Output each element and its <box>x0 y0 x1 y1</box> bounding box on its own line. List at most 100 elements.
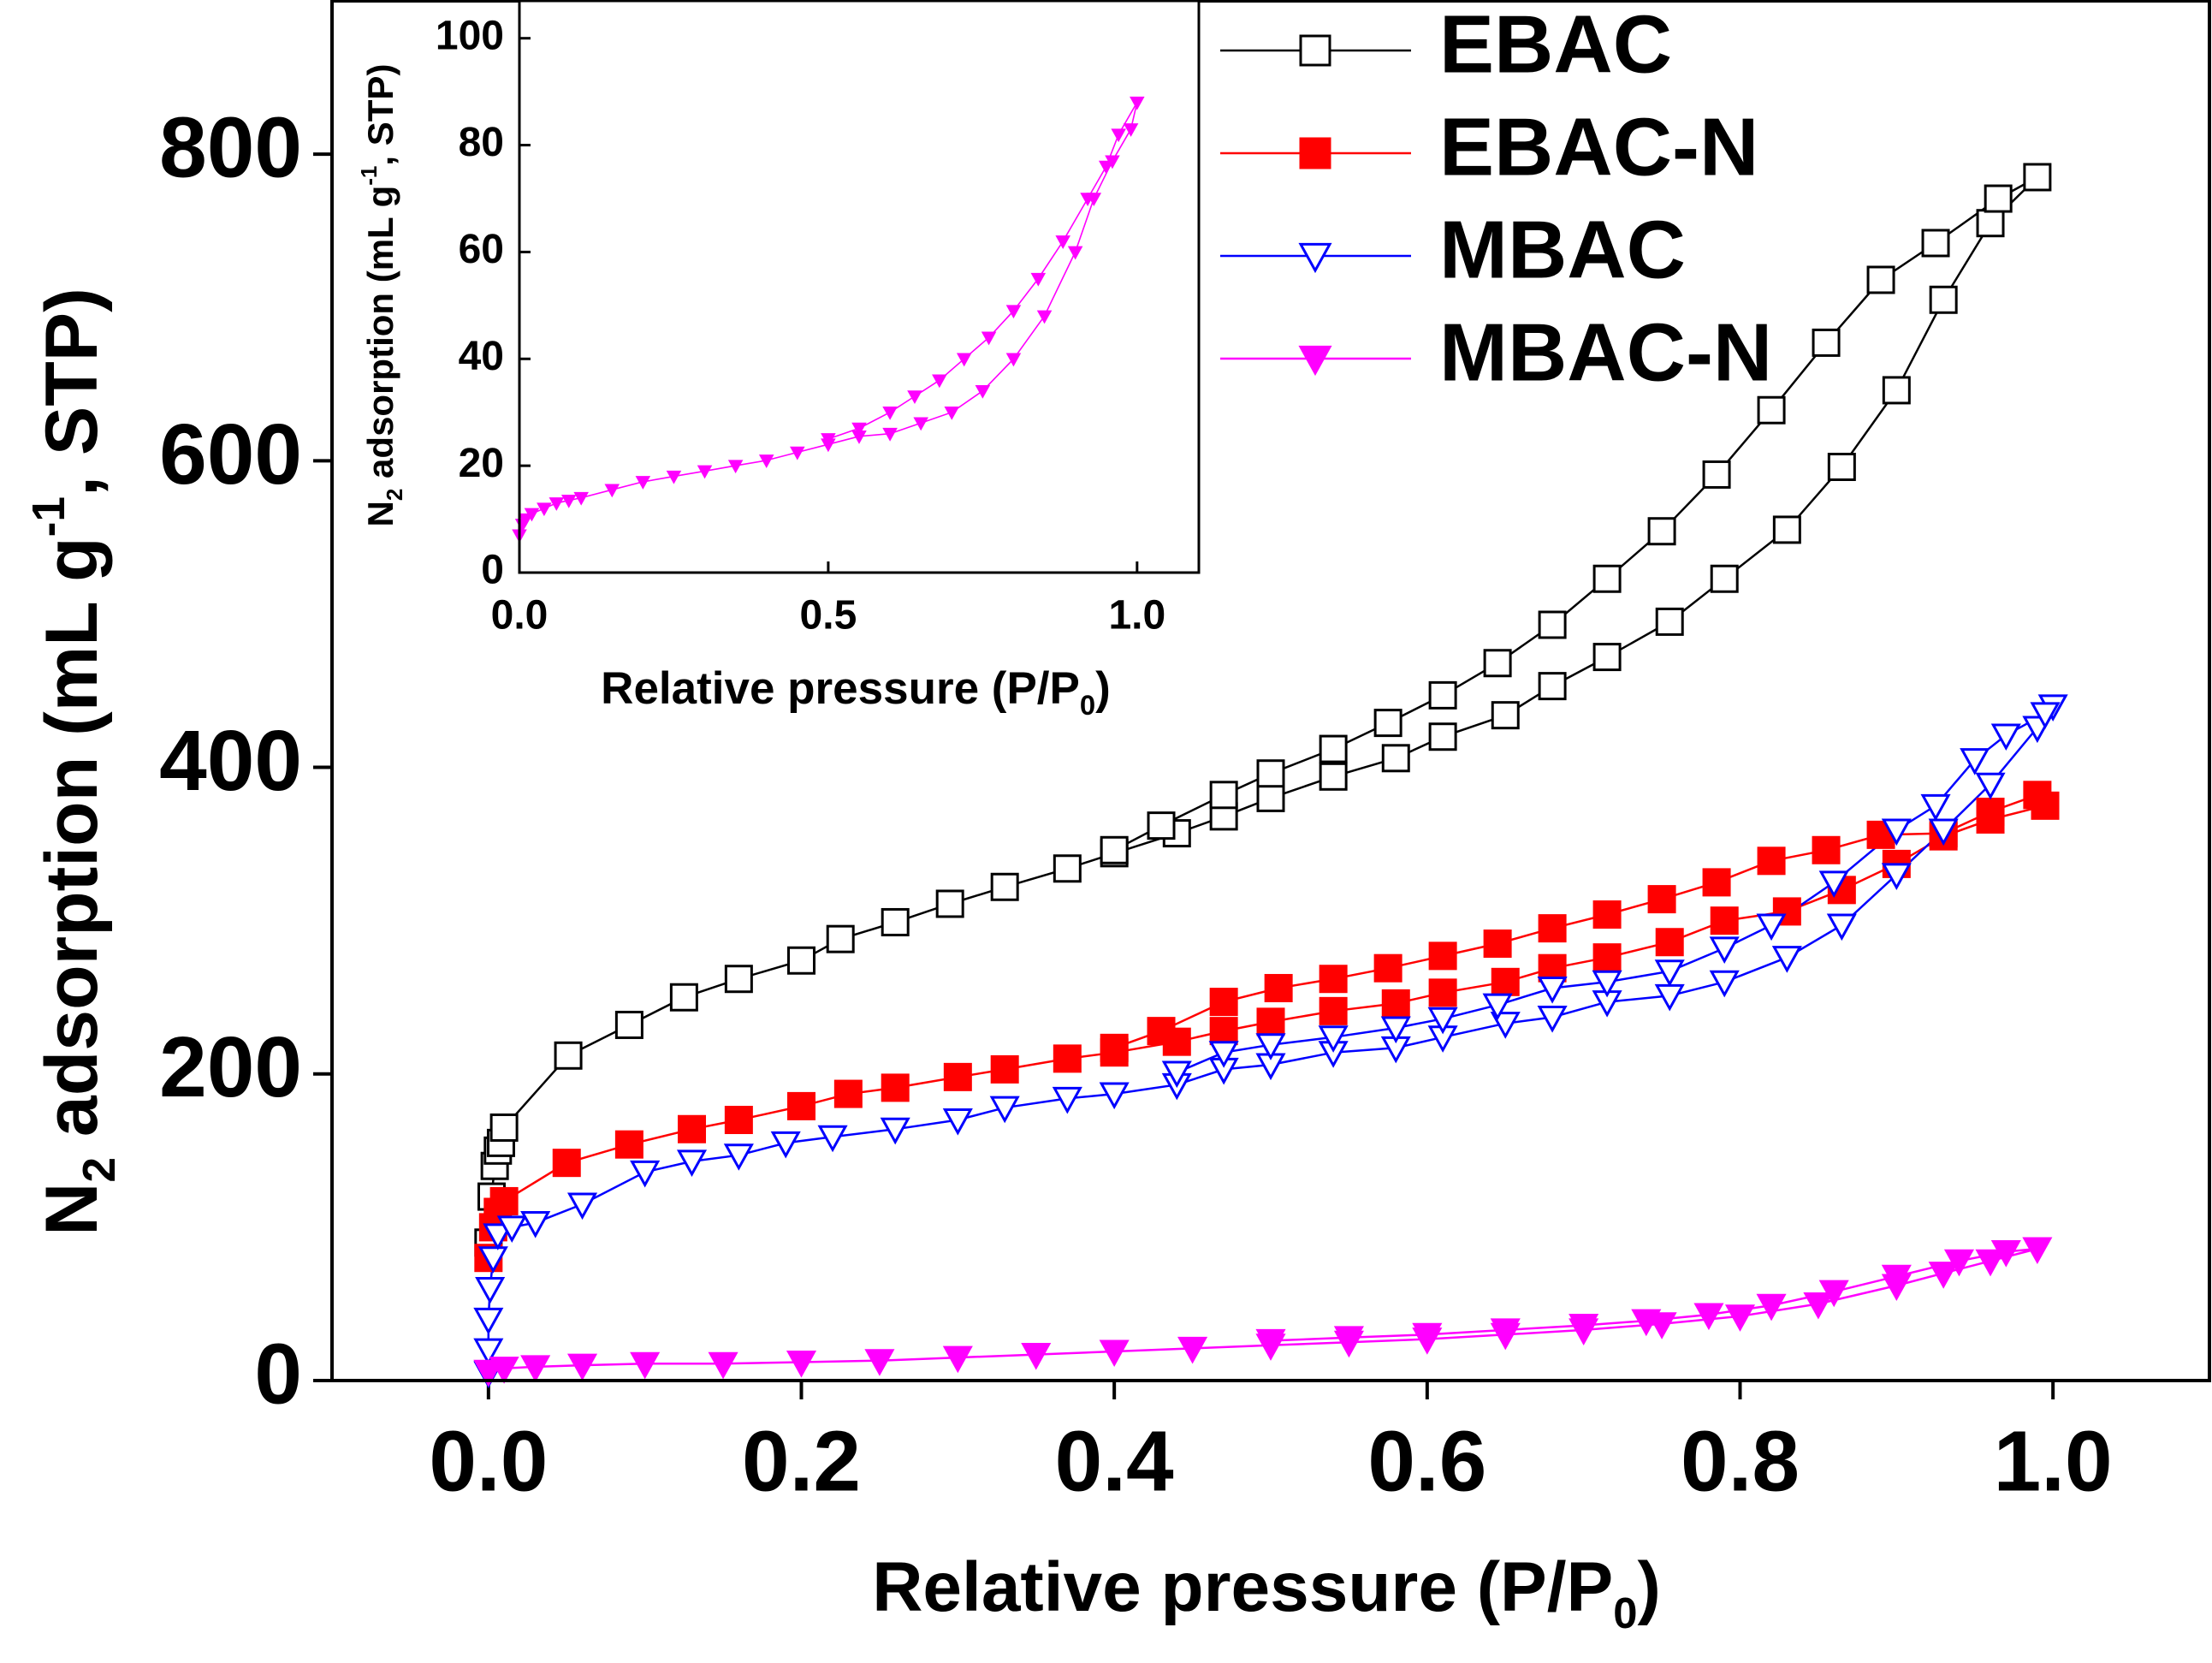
x-tick-label: 0.8 <box>1681 1413 1800 1509</box>
marker <box>1928 1262 1959 1289</box>
y-tick-label: 0 <box>481 548 504 593</box>
marker <box>1826 913 1857 941</box>
marker <box>1943 1249 1975 1277</box>
marker <box>1710 564 1739 593</box>
marker <box>473 1307 504 1335</box>
marker <box>851 422 867 437</box>
marker <box>821 433 836 447</box>
marker <box>770 1131 801 1159</box>
marker <box>1319 996 1348 1025</box>
marker <box>1318 1025 1349 1053</box>
marker <box>630 1160 661 1188</box>
x-tick-label: 0.2 <box>742 1413 861 1509</box>
marker <box>1256 759 1285 788</box>
marker <box>489 1357 519 1384</box>
marker <box>826 924 855 953</box>
marker <box>1592 643 1622 672</box>
marker <box>1427 1007 1458 1035</box>
y-tick-label: 80 <box>459 120 504 165</box>
marker <box>1161 1060 1192 1089</box>
marker <box>1100 1033 1129 1062</box>
marker <box>1592 943 1622 972</box>
marker <box>1319 734 1348 763</box>
marker <box>944 406 960 420</box>
marker <box>1975 772 2006 800</box>
marker <box>604 484 620 498</box>
marker <box>1381 744 1410 773</box>
x-axis-label: Relative pressure (P/P0) <box>601 663 1111 721</box>
marker <box>1256 1007 1285 1036</box>
marker <box>1319 762 1348 791</box>
marker <box>882 427 898 442</box>
marker <box>881 907 910 936</box>
marker <box>483 1223 513 1250</box>
marker <box>790 446 805 460</box>
marker <box>1757 395 1786 425</box>
marker <box>1655 928 1684 957</box>
marker <box>1491 701 1520 730</box>
marker <box>817 1125 848 1153</box>
marker <box>1005 353 1022 367</box>
marker <box>1812 835 1841 864</box>
x-axis-label: Relative pressure (P/P0) <box>872 1548 1661 1637</box>
y-axis-label-part: , STP) <box>31 288 113 496</box>
marker <box>942 1345 973 1374</box>
marker <box>1209 1017 1238 1046</box>
marker <box>1255 1033 1286 1060</box>
marker <box>1803 1292 1834 1320</box>
y-tick-label: 100 <box>436 13 504 58</box>
marker <box>1538 610 1567 639</box>
legend-marker <box>1299 34 1331 67</box>
marker <box>1483 649 1512 678</box>
marker <box>1256 783 1285 812</box>
marker <box>1709 936 1740 964</box>
marker <box>990 872 1019 901</box>
marker <box>552 1149 581 1178</box>
x-tick-label: 1.0 <box>1108 593 1165 638</box>
x-tick-label: 0.0 <box>429 1413 548 1509</box>
y-tick-label: 200 <box>159 1019 302 1115</box>
marker <box>1827 452 1856 481</box>
y-tick-label: 600 <box>159 407 302 502</box>
marker <box>477 1246 508 1274</box>
marker <box>1130 96 1145 110</box>
marker <box>1702 460 1731 489</box>
y-axis-label-part: 2 <box>382 489 407 501</box>
marker <box>1264 973 1293 1002</box>
marker <box>1709 970 1740 998</box>
marker <box>566 1353 598 1381</box>
y-axis-label-part: adsorption (mL g <box>31 537 113 1157</box>
x-axis-label-part: Relative pressure (P/P <box>601 663 1080 714</box>
marker <box>1538 672 1567 701</box>
x-tick-label: 0.0 <box>491 593 549 638</box>
marker <box>1929 285 1958 314</box>
marker <box>1030 272 1047 287</box>
marker <box>2022 1237 2053 1265</box>
marker <box>882 406 898 420</box>
x-tick-label: 1.0 <box>1994 1413 2113 1509</box>
marker <box>1209 988 1238 1017</box>
marker <box>1490 1012 1521 1039</box>
marker <box>1756 1293 1787 1321</box>
marker <box>1882 376 1911 405</box>
marker <box>1928 818 1959 846</box>
y-axis-label-part: N <box>31 1183 113 1236</box>
marker <box>549 497 565 511</box>
marker <box>724 965 753 994</box>
marker <box>1812 328 1841 357</box>
marker <box>1710 906 1739 935</box>
x-tick-label: 0.4 <box>1055 1413 1174 1509</box>
marker <box>1255 1328 1286 1357</box>
marker <box>697 465 713 479</box>
marker <box>1333 1326 1364 1353</box>
marker <box>1428 722 1457 751</box>
marker <box>1208 1041 1239 1068</box>
y-axis-label-part: -1 <box>24 496 74 537</box>
marker <box>1818 1280 1849 1308</box>
marker <box>496 1215 527 1243</box>
marker <box>1380 1016 1411 1044</box>
series-line <box>488 1247 2038 1373</box>
marker <box>1490 1318 1521 1345</box>
